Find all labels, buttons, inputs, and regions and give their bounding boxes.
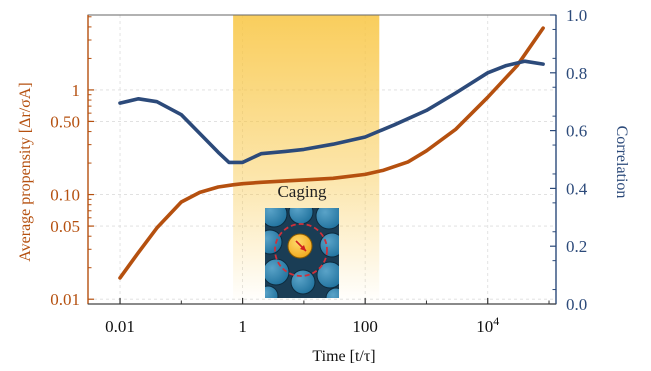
left-axis: 0.01 0.05 0.10 0.50 1 bbox=[50, 15, 94, 309]
right-tick-label: 1.0 bbox=[566, 6, 587, 25]
x-tick-exponent: 4 bbox=[493, 314, 499, 328]
caging-illustration bbox=[265, 208, 339, 298]
right-tick-label: 0.4 bbox=[566, 179, 588, 198]
left-tick-label: 0.01 bbox=[50, 290, 80, 309]
correlation-line bbox=[118, 59, 545, 165]
x-axis-title: Time [t/τ] bbox=[312, 348, 375, 365]
left-axis-title: Average propensity [Δr/σA] bbox=[17, 82, 34, 261]
right-tick-label: 0.8 bbox=[566, 64, 587, 83]
caging-label: Caging bbox=[277, 182, 327, 201]
left-tick-label: 0.05 bbox=[50, 217, 80, 236]
right-axis-title: Correlation bbox=[613, 126, 630, 199]
x-tick-label: 100 bbox=[352, 317, 378, 336]
left-tick-label: 1 bbox=[72, 81, 81, 100]
left-tick-label: 0.10 bbox=[50, 186, 80, 205]
bottom-axis: 0.01 1 100 104 bbox=[88, 298, 556, 336]
propensity-line bbox=[118, 26, 545, 280]
series-layer bbox=[118, 26, 545, 280]
x-tick-label: 104 bbox=[476, 314, 499, 336]
right-tick-label: 0.6 bbox=[566, 122, 587, 141]
x-tick-label: 0.01 bbox=[105, 317, 135, 336]
right-axis: 0.0 0.2 0.4 0.6 0.8 1.0 bbox=[550, 6, 588, 314]
x-tick-label: 1 bbox=[238, 317, 247, 336]
right-tick-label: 0.0 bbox=[566, 295, 587, 314]
right-tick-label: 0.2 bbox=[566, 237, 587, 256]
left-tick-label: 0.50 bbox=[50, 112, 80, 131]
